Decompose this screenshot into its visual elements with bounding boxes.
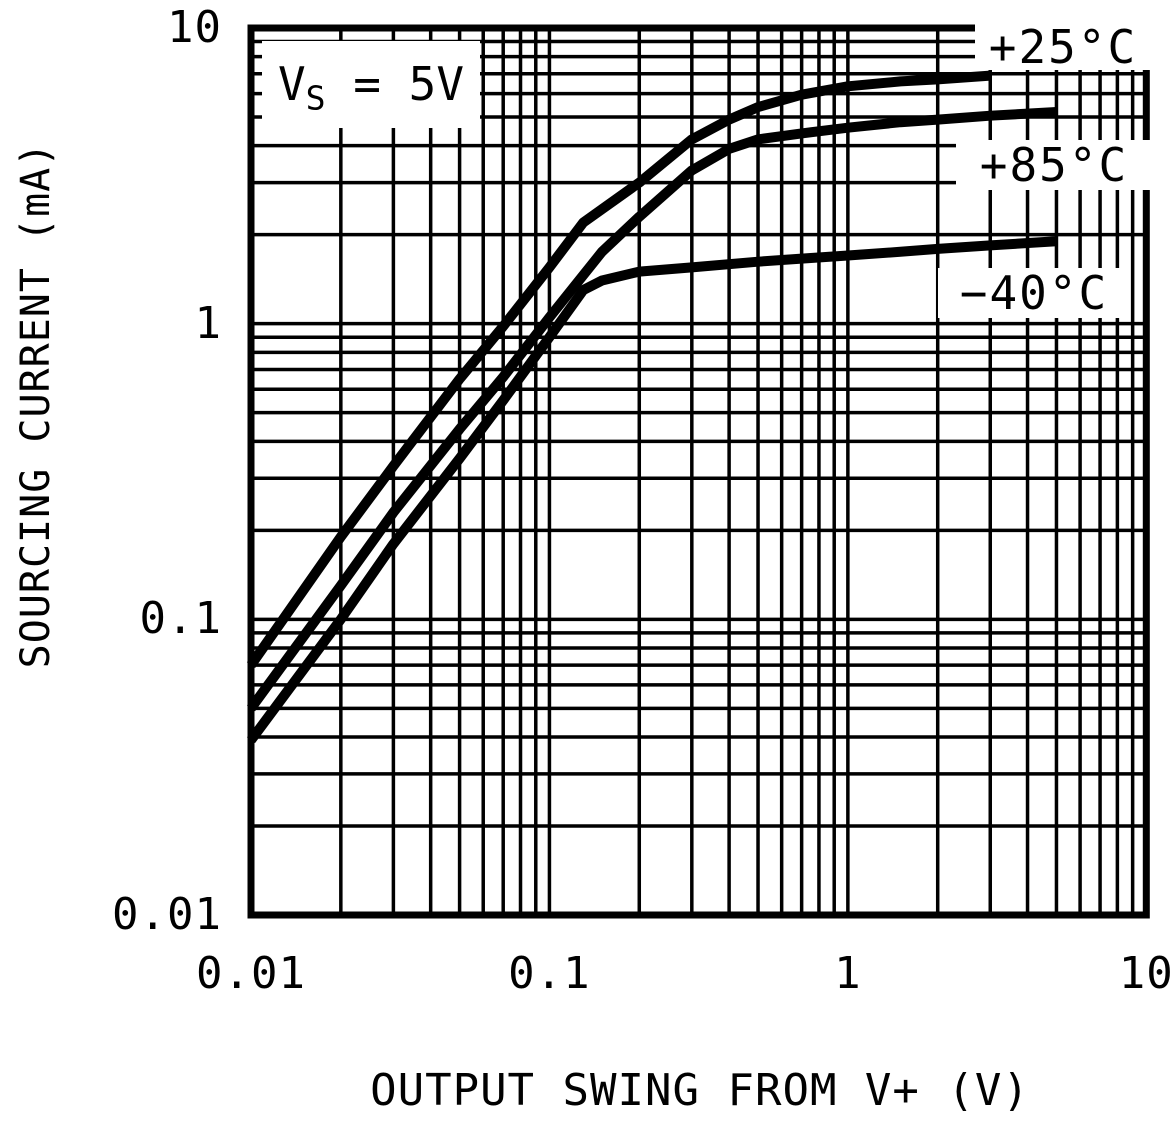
y-tick-label-0.1: 0.1 bbox=[139, 593, 222, 645]
annotation-symbol: V bbox=[277, 57, 306, 111]
supply-voltage-annotation: VS = 5V bbox=[262, 41, 480, 128]
annotation-subscript: S bbox=[305, 78, 326, 118]
y-tick-label-10: 10 bbox=[167, 2, 222, 53]
series-curve-1 bbox=[246, 107, 1057, 712]
x-tick-label-10: 10 bbox=[1118, 948, 1170, 999]
curve-label-plus-25c: +25°C bbox=[975, 24, 1151, 70]
y-tick-label-0.01: 0.01 bbox=[112, 889, 222, 940]
y-axis-title-text: SOURCING CURRENT (mA) bbox=[13, 141, 59, 669]
series-curve-0 bbox=[246, 70, 991, 668]
annotation-value: = 5V bbox=[325, 57, 465, 111]
x-tick-label-0.01: 0.01 bbox=[196, 948, 306, 999]
series-curve-2 bbox=[246, 236, 1057, 744]
curve-label-minus-40c: −40°C bbox=[938, 268, 1130, 318]
curve-label-plus-85c: +85°C bbox=[956, 140, 1152, 190]
y-tick-label-1: 1 bbox=[194, 297, 222, 349]
x-axis-title: OUTPUT SWING FROM V+ (V) bbox=[370, 1065, 1030, 1116]
x-tick-label-1: 1 bbox=[834, 948, 862, 999]
x-tick-label-0.1: 0.1 bbox=[508, 948, 591, 999]
plot-border bbox=[247, 24, 1150, 919]
